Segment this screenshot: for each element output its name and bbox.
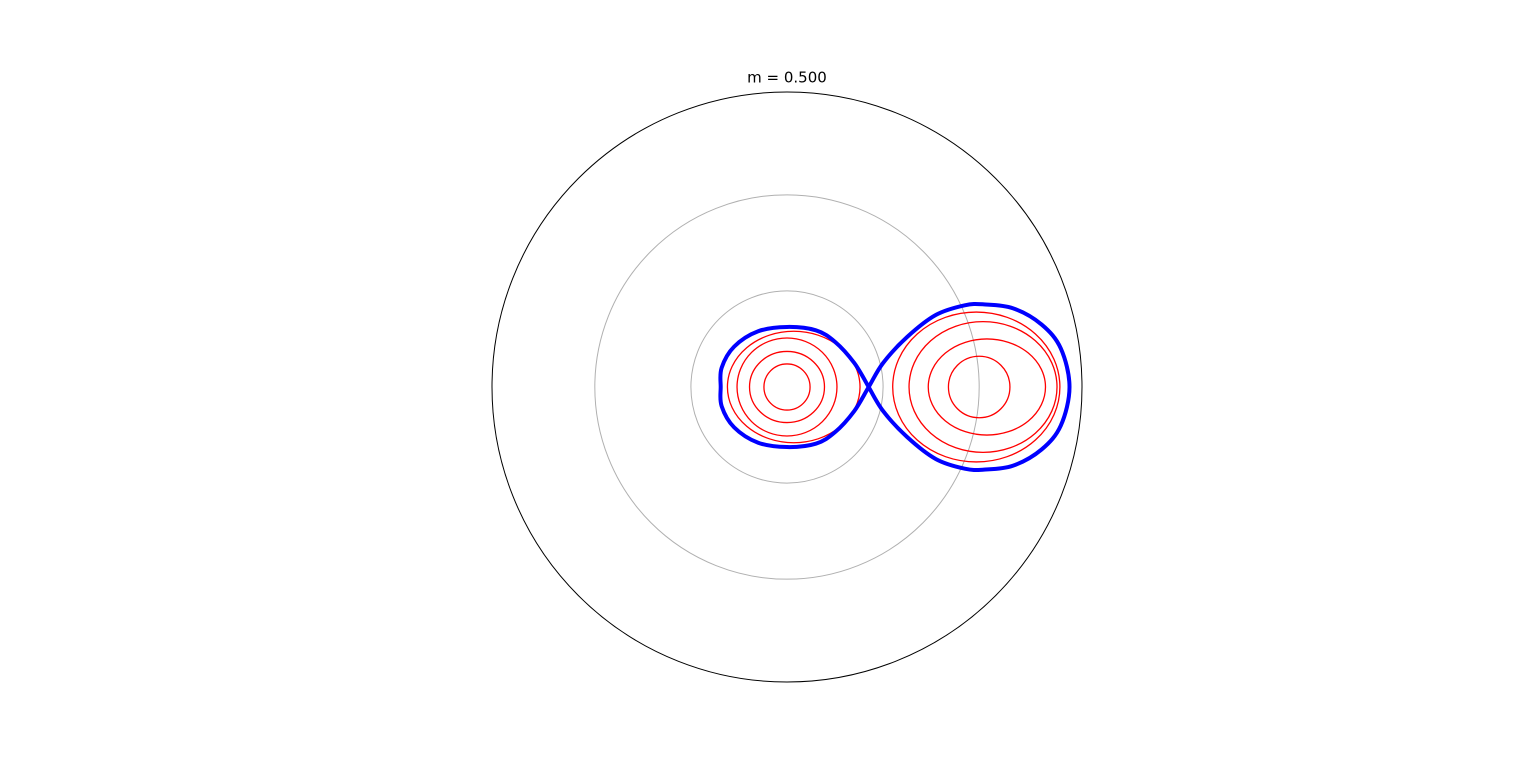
contour-line <box>726 330 861 444</box>
contour-line <box>748 350 826 424</box>
contour-line <box>947 355 1011 419</box>
contour-line <box>763 363 811 411</box>
chart-title: m = 0.500 <box>747 69 827 87</box>
contour-line <box>908 321 1058 453</box>
contour-line <box>927 338 1047 436</box>
contour-line <box>892 311 1061 463</box>
outer-frame <box>491 91 1083 683</box>
contour-line <box>736 337 838 437</box>
grid-circle <box>594 194 980 580</box>
grid-circle <box>690 290 884 484</box>
separatrix <box>718 301 1072 473</box>
